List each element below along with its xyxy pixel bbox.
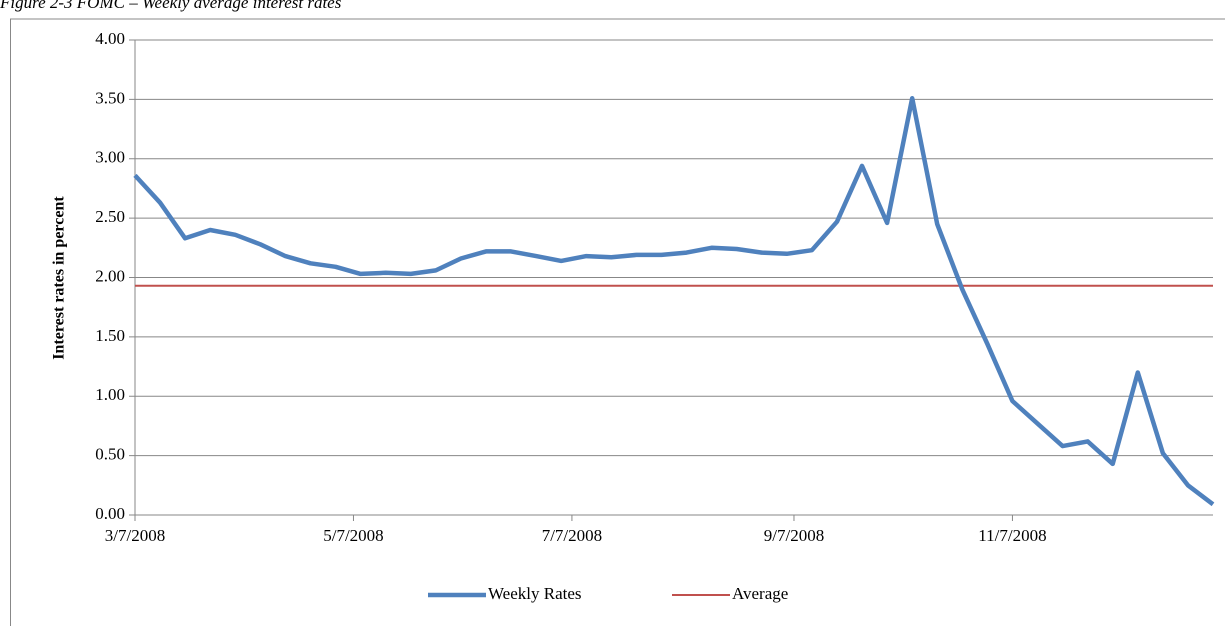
chart-title: Figure 2-3 FOMC – Weekly average interes…: [0, 0, 342, 12]
y-tick-label: 3.00: [95, 148, 125, 167]
y-tick-label: 2.00: [95, 266, 125, 285]
x-tick-label: 3/7/2008: [105, 526, 165, 545]
y-tick-label: 1.00: [95, 385, 125, 404]
legend-label: Weekly Rates: [488, 584, 582, 603]
legend-label: Average: [732, 584, 788, 603]
x-tick-label: 9/7/2008: [764, 526, 824, 545]
y-tick-label: 4.00: [95, 29, 125, 48]
y-tick-label: 0.00: [95, 504, 125, 523]
x-tick-label: 5/7/2008: [323, 526, 383, 545]
y-tick-label: 3.50: [95, 88, 125, 107]
x-tick-label: 7/7/2008: [542, 526, 602, 545]
x-tick-label: 11/7/2008: [978, 526, 1046, 545]
series-line: [133, 95, 1215, 507]
y-tick-label: 0.50: [95, 445, 125, 464]
y-axis-label: Interest rates in percent: [51, 196, 68, 360]
y-tick-label: 1.50: [95, 326, 125, 345]
y-tick-label: 2.50: [95, 207, 125, 226]
